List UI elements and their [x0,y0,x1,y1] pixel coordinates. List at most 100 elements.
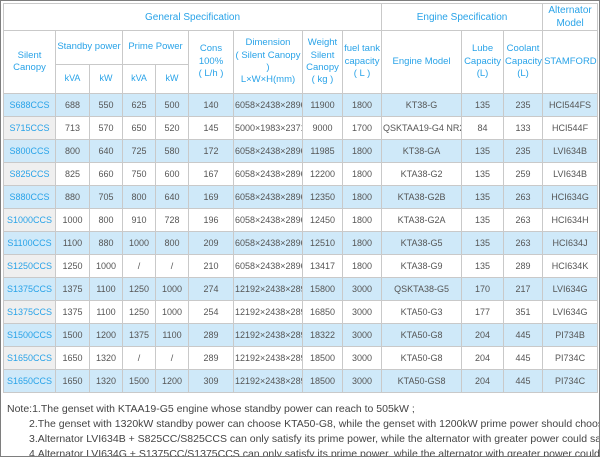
value-cell: 254 [188,300,234,324]
value-cell: 18322 [302,323,343,347]
value-cell: 1250 [55,254,90,278]
value-cell: 204 [461,323,505,347]
value-cell: 289 [503,254,544,278]
header-fuel-tank-capacity: fuel tank capacity ( L ) [341,30,383,94]
value-cell: 1800 [341,185,383,209]
header-prime-power: Prime Power [122,30,189,65]
value-cell: 13417 [302,254,343,278]
header-engine-specification: Engine Specification [381,3,544,31]
model-link[interactable]: S1500CCS [3,323,56,347]
value-cell: LVI634G [542,300,599,324]
value-cell: 259 [503,162,544,186]
value-cell: 750 [122,162,156,186]
value-cell: 6058×2438×2896 [233,139,303,163]
value-cell: 1800 [341,254,383,278]
value-cell: 580 [155,139,189,163]
value-cell: 145 [188,116,234,140]
value-cell: 1375 [55,300,90,324]
value-cell: KTA38-G2A [381,208,463,232]
value-cell: 1200 [89,323,123,347]
value-cell: 204 [461,369,505,393]
value-cell: / [155,346,189,370]
table-row: S715CCS 713 570 650 520 145 5000×1983×2371 9000… [3,116,599,140]
value-cell: HCI544FS [542,93,599,117]
value-cell: KTA38-G5 [381,231,463,255]
header-stamford: STAMFORD [542,30,599,94]
table-row: S1375CCS 1375 1100 1250 1000 274 12192×2438×28… [3,277,599,301]
value-cell: 210 [188,254,234,278]
spec-table-header: General Specification Engine Specificati… [2,3,599,94]
value-cell: 1650 [55,346,90,370]
note-line-2: 2.The genset with 1320kW standby power c… [29,418,599,430]
model-link[interactable]: S688CCS [3,93,56,117]
value-cell: KTA38-G9 [381,254,463,278]
value-cell: 235 [503,139,544,163]
model-link[interactable]: S1650CCS [3,346,56,370]
value-cell: 12192×2438×2896 [233,277,303,301]
value-cell: LVI634G [542,277,599,301]
value-cell: 135 [461,231,505,255]
model-link[interactable]: S1250CCS [3,254,56,278]
value-cell: 1500 [122,369,156,393]
value-cell: 289 [188,346,234,370]
value-cell: 1200 [155,369,189,393]
header-alternator-model: Alternator Model [542,3,599,31]
value-cell: 640 [89,139,123,163]
value-cell: 196 [188,208,234,232]
model-link[interactable]: S800CCS [3,139,56,163]
value-cell: 84 [461,116,505,140]
model-link[interactable]: S825CCS [3,162,56,186]
header-engine-model: Engine Model [381,30,463,94]
value-cell: 133 [503,116,544,140]
value-cell: 263 [503,208,544,232]
value-cell: KTA50-G8 [381,323,463,347]
table-row: S1650CCS 1650 1320 1500 1200 309 12192×2438×28… [3,369,599,393]
model-link[interactable]: S1375CCS [3,277,56,301]
model-link[interactable]: S1000CCS [3,208,56,232]
value-cell: PI734C [542,369,599,393]
table-row: S825CCS 825 660 750 600 167 6058×2438×2896 1220… [3,162,599,186]
model-link[interactable]: S880CCS [3,185,56,209]
value-cell: 3000 [341,369,383,393]
model-link[interactable]: S1650CCS [3,369,56,393]
spec-table-body: S688CCS 688 550 625 500 140 6058×2438×2896 1190… [3,93,599,393]
value-cell: 11900 [302,93,343,117]
spec-table: General Specification Engine Specificati… [2,3,599,393]
value-cell: 6058×2438×2896 [233,231,303,255]
value-cell: 1000 [55,208,90,232]
model-link[interactable]: S1375CCS [3,300,56,324]
value-cell: KT38-GA [381,139,463,163]
table-row: S1500CCS 1500 1200 1375 1100 289 12192×2438×28… [3,323,599,347]
notes-section: Note:1.The genset with KTAA19-G5 engine … [7,402,599,456]
value-cell: 12192×2438×2896 [233,346,303,370]
value-cell: KT38-G [381,93,463,117]
note-line-3: 3.Alternator LVI634B + S825CC/S825CCS ca… [29,433,599,445]
value-cell: 570 [89,116,123,140]
value-cell: 6058×2438×2896 [233,93,303,117]
model-link[interactable]: S715CCS [3,116,56,140]
value-cell: 1320 [89,346,123,370]
value-cell: 728 [155,208,189,232]
header-dimension: Dimension ( Silent Canopy ) L×W×H(mm) [233,30,303,94]
value-cell: KTA50-G8 [381,346,463,370]
header-coolant-capacity: Coolant Capacity (L) [503,30,544,94]
value-cell: 6058×2438×2896 [233,162,303,186]
value-cell: LVI634B [542,139,599,163]
value-cell: 3000 [341,323,383,347]
header-weight: Weight Silent Canopy ( kg ) [302,30,343,94]
value-cell: 1250 [122,300,156,324]
header-consumption: Cons 100% ( L/h ) [188,30,234,94]
model-link[interactable]: S1100CCS [3,231,56,255]
value-cell: 15800 [302,277,343,301]
value-cell: 1375 [55,277,90,301]
value-cell: HCI634H [542,208,599,232]
value-cell: 800 [155,231,189,255]
value-cell: 800 [122,185,156,209]
value-cell: 135 [461,208,505,232]
value-cell: 263 [503,231,544,255]
value-cell: 18500 [302,369,343,393]
value-cell: 217 [503,277,544,301]
value-cell: 725 [122,139,156,163]
value-cell: 135 [461,93,505,117]
value-cell: 1250 [122,277,156,301]
